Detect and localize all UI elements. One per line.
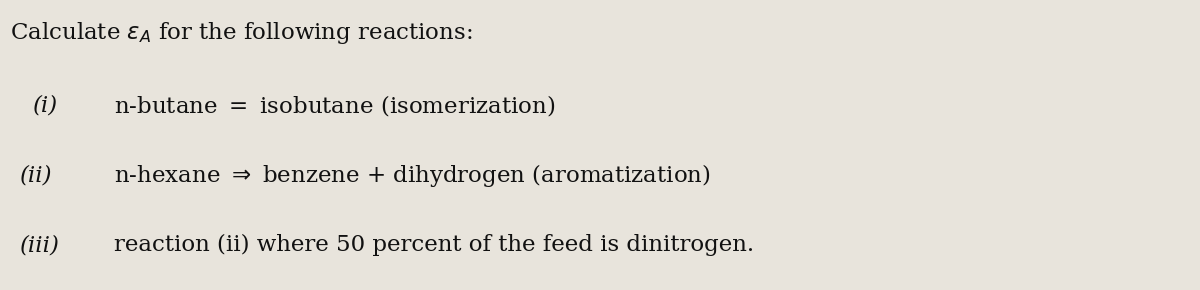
Text: (iii): (iii): [20, 234, 60, 256]
Text: n-butane $=$ isobutane (isomerization): n-butane $=$ isobutane (isomerization): [114, 93, 556, 118]
Text: Calculate $\varepsilon_A$ for the following reactions:: Calculate $\varepsilon_A$ for the follow…: [10, 20, 473, 46]
Text: reaction (ii) where 50 percent of the feed is dinitrogen.: reaction (ii) where 50 percent of the fe…: [114, 234, 754, 256]
Text: n-hexane $\Rightarrow$ benzene $+$ dihydrogen (aromatization): n-hexane $\Rightarrow$ benzene $+$ dihyd…: [114, 162, 710, 189]
Text: (ii): (ii): [20, 164, 53, 186]
Text: (i): (i): [32, 95, 58, 117]
